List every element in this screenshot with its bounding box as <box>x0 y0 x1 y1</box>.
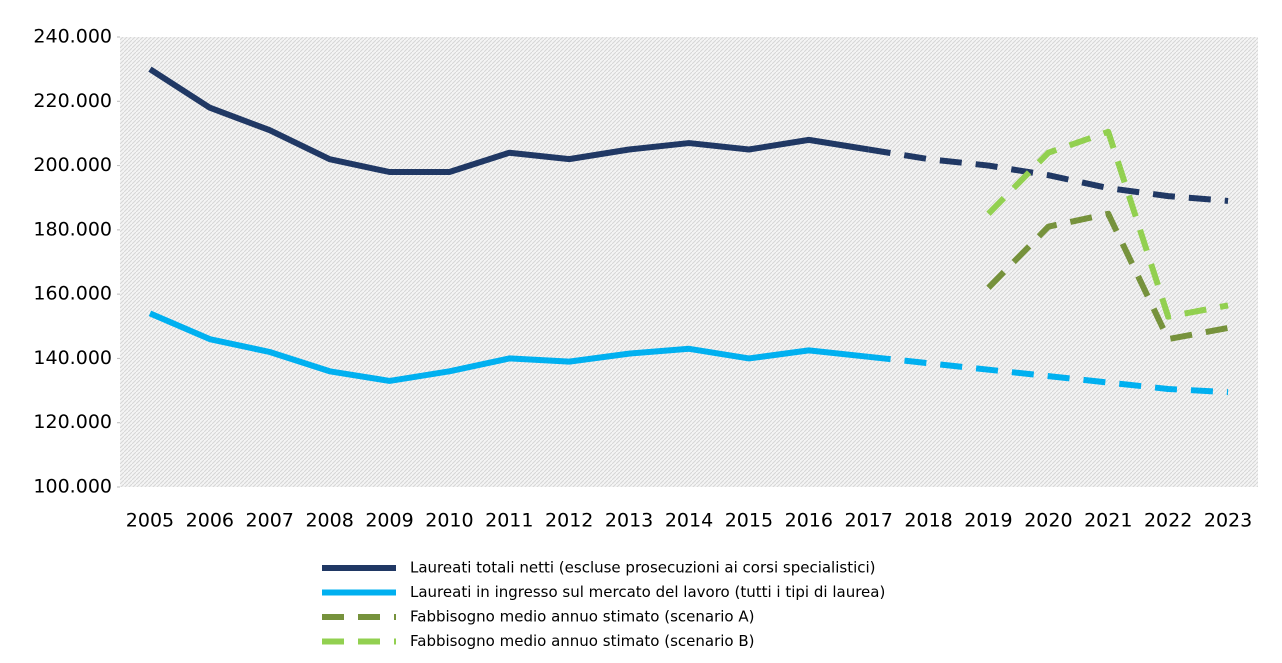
x-tick-label: 2006 <box>186 510 234 532</box>
x-tick-label: 2016 <box>785 510 833 532</box>
series-line <box>868 353 1229 396</box>
x-tick-label: 2017 <box>845 510 893 532</box>
y-tick-label: 120.000 <box>33 411 112 433</box>
y-tick-label: 180.000 <box>33 218 112 240</box>
x-tick-label: 2008 <box>305 510 353 532</box>
x-tick-label: 2015 <box>725 510 773 532</box>
series-line <box>986 210 1229 343</box>
x-tick-label: 2014 <box>665 510 713 532</box>
x-tick-label: 2012 <box>545 510 593 532</box>
x-tick-label: 2009 <box>365 510 413 532</box>
x-tick-label: 2011 <box>485 510 533 532</box>
x-tick-label: 2007 <box>246 510 294 532</box>
x-tick-label: 2020 <box>1024 510 1072 532</box>
legend-label: Laureati in ingresso sul mercato del lav… <box>410 583 885 601</box>
y-tick-label: 100.000 <box>33 476 112 498</box>
y-tick-label: 140.000 <box>33 347 112 369</box>
x-tick-label: 2005 <box>126 510 174 532</box>
series-line <box>148 66 870 175</box>
legend-label: Fabbisogno medio annuo stimato (scenario… <box>410 632 755 650</box>
y-tick-label: 240.000 <box>33 26 112 48</box>
x-tick-label: 2023 <box>1204 510 1252 532</box>
y-tick-label: 220.000 <box>33 90 112 112</box>
plot-area <box>120 37 1258 487</box>
x-tick-label: 2018 <box>904 510 952 532</box>
series-line <box>868 146 1229 204</box>
x-tick-label: 2019 <box>964 510 1012 532</box>
x-tick-label: 2021 <box>1084 510 1132 532</box>
legend-label: Fabbisogno medio annuo stimato (scenario… <box>410 608 754 626</box>
series-line <box>148 310 870 384</box>
x-tick-label: 2013 <box>605 510 653 532</box>
y-tick-label: 160.000 <box>33 283 112 305</box>
x-tick-label: 2010 <box>425 510 473 532</box>
x-tick-label: 2022 <box>1144 510 1192 532</box>
legend-label: Laureati totali netti (escluse prosecuzi… <box>410 559 876 577</box>
y-tick-label: 200.000 <box>33 154 112 176</box>
series-line <box>986 128 1229 320</box>
